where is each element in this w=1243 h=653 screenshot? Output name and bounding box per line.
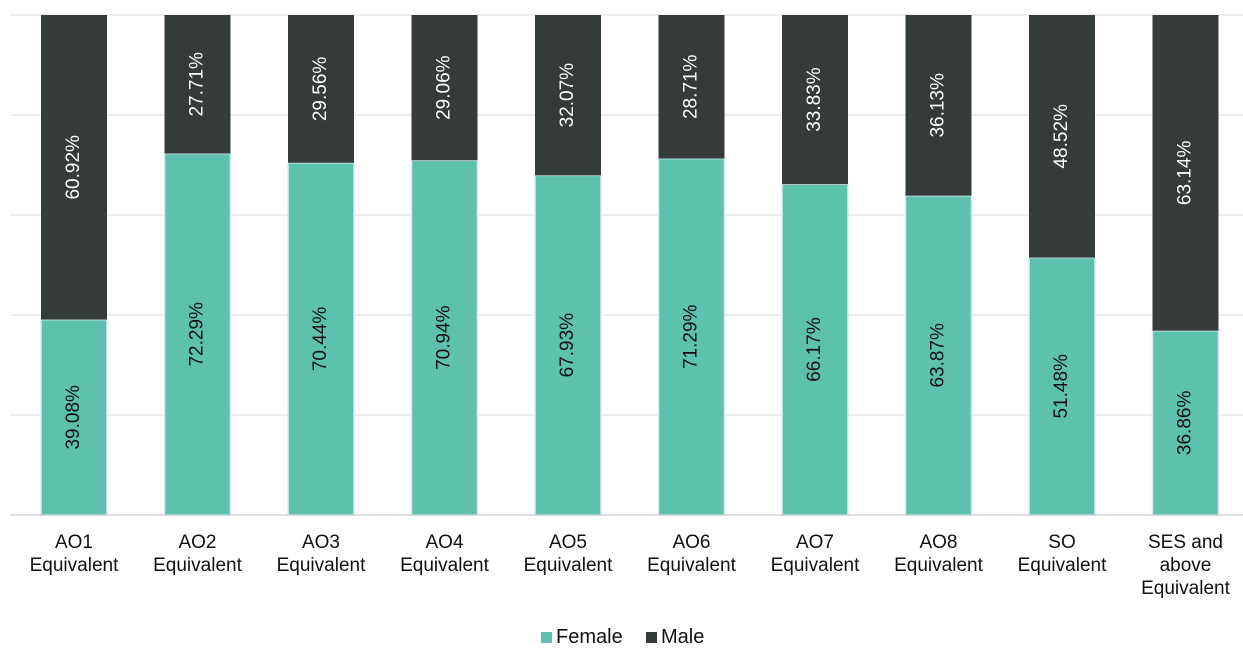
bar-female [1151,329,1220,516]
bar-male [782,15,848,185]
bar-male [41,15,107,320]
bar-male [535,15,601,176]
data-label-male: 63.14% [1175,141,1196,206]
x-tick-label: AO3 Equivalent [277,532,366,576]
bar-female [40,318,108,516]
x-tick-label: SO Equivalent [1018,532,1107,576]
data-label-male: 28.71% [681,54,702,119]
x-tick-label: AO5 Equivalent [524,532,613,576]
data-label-female: 63.87% [928,323,949,388]
x-tick-label: AO1 Equivalent [30,532,119,576]
data-label-male: 29.06% [434,55,455,120]
x-tick-labels: AO1 Equivalent AO2 Equivalent AO3 Equivalent A… [30,532,1231,599]
x-tick-label: AO8 Equivalent [894,532,983,576]
bar-male [1152,15,1219,331]
bar-female [1028,256,1096,516]
data-label-male: 27.71% [187,52,208,117]
x-tick-label: AO2 Equivalent [153,532,242,576]
x-tick-label: AO7 Equivalent [771,532,860,576]
data-label-female: 39.08% [63,385,84,450]
bar-female [287,162,355,516]
bar-male [1029,15,1095,258]
data-label-male: 33.83% [804,67,825,132]
bar-female [534,174,602,516]
data-label-female: 36.86% [1175,391,1196,456]
bar-male [658,15,725,159]
x-tick-label: AO4 Equivalent [400,532,489,576]
bar-female [781,183,849,516]
legend: Female Male [541,626,704,648]
data-labels: 39.08% 60.92% 72.29% 27.71% 70.44% 29.56% 70.9… [63,52,1196,455]
bar-female [410,159,479,516]
legend-label-female: Female [556,626,623,648]
data-label-female: 71.29% [681,304,702,369]
bar-male [905,15,972,196]
data-label-male: 32.07% [557,63,578,128]
legend-swatch-female [541,632,552,643]
data-label-female: 70.94% [434,305,455,370]
data-label-male: 36.13% [928,73,949,138]
data-label-female: 67.93% [557,313,578,378]
x-tick-label: AO6 Equivalent [647,532,736,576]
bar-male [411,15,478,161]
data-label-male: 29.56% [310,57,331,122]
data-label-female: 66.17% [804,317,825,382]
legend-label-male: Male [661,626,704,648]
bar-male [164,15,231,154]
data-label-male: 48.52% [1051,104,1072,169]
bars [40,15,1220,516]
data-label-female: 51.48% [1051,354,1072,419]
data-label-female: 72.29% [187,302,208,367]
bar-female [163,152,232,516]
legend-swatch-male [646,632,657,643]
data-label-female: 70.44% [310,307,331,372]
bar-male [288,15,354,163]
data-label-male: 60.92% [63,135,84,200]
x-tick-label: SES and above Equivalent [1141,532,1230,599]
